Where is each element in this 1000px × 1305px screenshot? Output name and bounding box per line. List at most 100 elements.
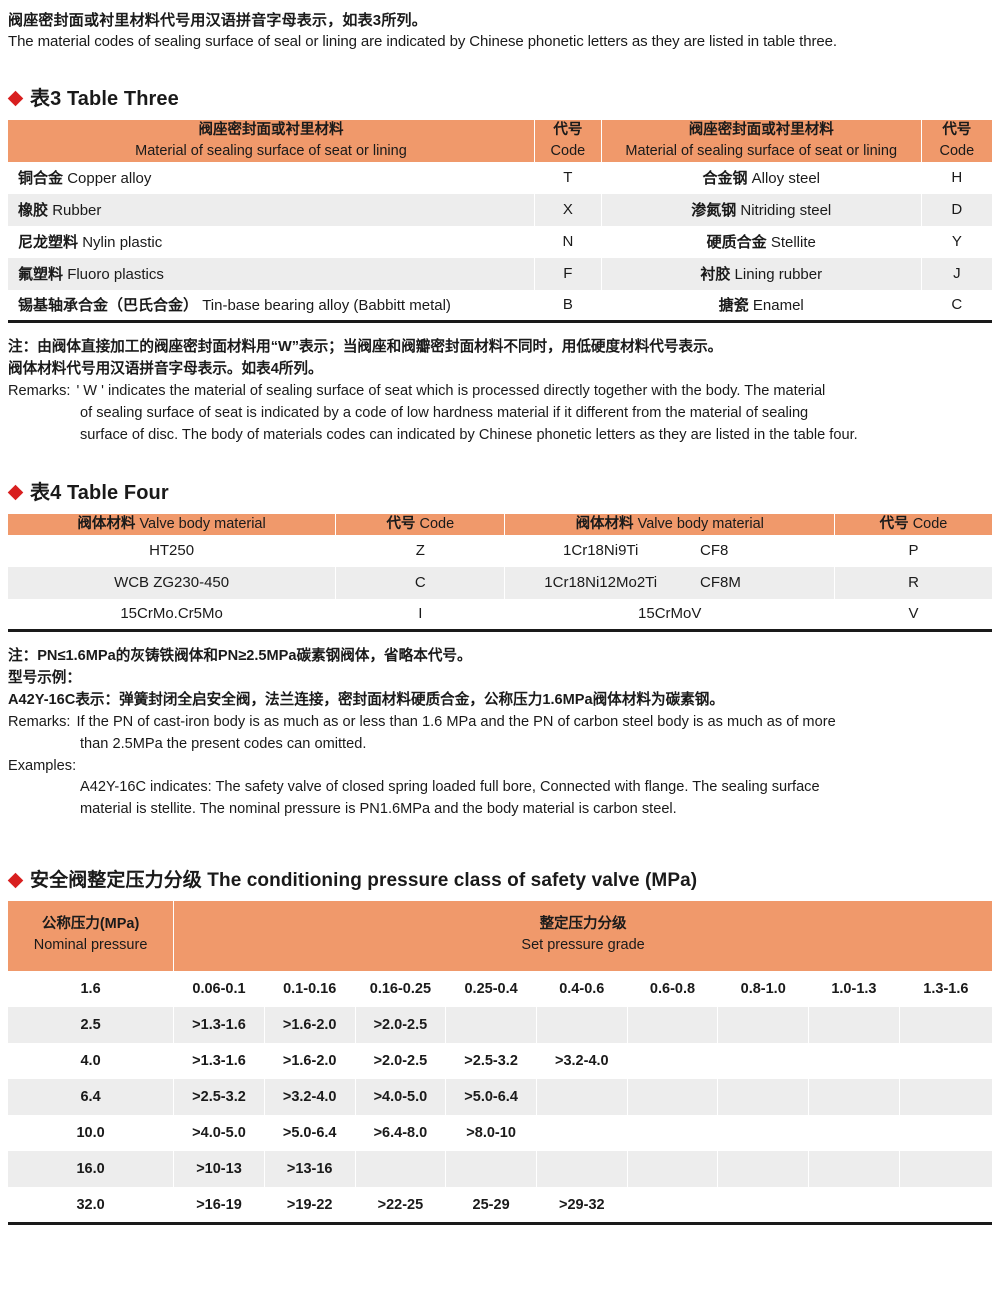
header-material-right-cn: 阀座密封面或衬里材料 [688,121,834,138]
cell-grade [808,1007,900,1044]
cell-grade: >10-13 [173,1151,265,1188]
header-code-right-en: Code [939,142,975,159]
remarks-four-example-cn: A42Y-16C表示：弹簧封闭全启安全阀，法兰连接，密封面材料硬质合金，公称压力… [8,691,724,708]
cell-code-right: H [951,169,963,187]
cell-material-right: 衬胶 Lining rubber [601,257,922,290]
cell-grade: >2.5-3.2 [445,1043,537,1080]
cell-grade [627,1187,719,1225]
pressure-header-row: 公称压力(MPa) Nominal pressure 整定压力分级 Set pr… [8,901,992,972]
remarks-three-cn-line1: 注：由阀体直接加工的阀座密封面材料用“W”表示；当阀座和阀瓣密封面材料不同时，用… [8,339,723,356]
remarks-table-three: 注：由阀体直接加工的阀座密封面材料用“W”表示；当阀座和阀瓣密封面材料不同时，用… [8,337,992,446]
table-four-heading-label: 表4 Table Four [30,481,169,504]
cell-body-material-right: 1Cr18Ni12Mo2Ti CF8M [504,566,836,599]
cell-grade [445,1151,537,1188]
table-row: 氟塑料 Fluoro plastics F 衬胶 Lining rubber J [8,257,992,290]
header-material-left: 阀座密封面或衬里材料 Material of sealing surface o… [8,119,535,162]
cell-code-left: B [534,289,602,324]
table-four: 阀体材料 Valve body material 代号 Code 阀体材料 Va… [8,513,992,633]
cell-body-material-right: 1Cr18Ni9Ti CF8 [504,534,836,567]
table-row: WCB ZG230-450 C 1Cr18Ni12Mo2Ti CF8M R [8,566,992,599]
cell-code-right: R [834,566,992,599]
cell-grade: >2.0-2.5 [355,1043,447,1080]
cell-code-left: F [534,257,602,290]
table-row: 铜合金 Copper alloy T 合金钢 Alloy steel H [8,161,992,194]
table-row: 32.0 >16-19 >19-22 >22-25 25-29 >29-32 [8,1187,992,1225]
cell-code-left: C [335,566,506,599]
cell-grade [808,1043,900,1080]
cell-nominal-pressure: 1.6 [8,971,175,1008]
cell-grade [899,1187,992,1225]
cell-grade: >4.0-5.0 [355,1079,447,1116]
pressure-class-table: 公称压力(MPa) Nominal pressure 整定压力分级 Set pr… [8,901,992,1225]
header-set-pressure-grade: 整定压力分级 Set pressure grade [173,901,992,972]
remarks-four-en-line1: If the PN of cast-iron body is as much a… [76,713,836,730]
header-code-left: 代号 Code [335,513,506,535]
cell-material-left: 橡胶 Rubber [8,193,535,226]
cell-grade [627,1151,719,1188]
cell-grade [899,1079,992,1116]
diamond-bullet-icon [7,90,24,107]
cell-grade: 0.6-0.8 [627,971,719,1008]
cell-material-left: 氟塑料 Fluoro plastics [8,257,535,290]
cell-grade: 0.4-0.6 [536,971,628,1008]
remarks-four-example-label-cn: 型号示例： [8,669,81,686]
cell-grade [717,1187,810,1225]
cell-grade [808,1079,900,1116]
cell-grade [717,1151,810,1188]
table-three-heading-label: 表3 Table Three [30,87,179,110]
cell-grade [717,1007,810,1044]
cell-grade: >22-25 [355,1187,447,1225]
cell-grade: >1.6-2.0 [264,1007,356,1044]
table-three-header-row: 阀座密封面或衬里材料 Material of sealing surface o… [8,119,992,162]
cell-grade [808,1115,900,1152]
header-material-left-en: Material of sealing surface of seat or l… [135,142,407,159]
header-code-left-en: Code [550,142,586,159]
cell-grade: 0.16-0.25 [355,971,447,1008]
cell-grade: >3.2-4.0 [264,1079,356,1116]
cell-grade: >2.0-2.5 [355,1007,447,1044]
cell-grade: >29-32 [536,1187,628,1225]
cell-code-right: P [908,542,919,560]
remarks-four-cn-note: 注：PN≤1.6MPa的灰铸铁阀体和PN≥2.5MPa碳素钢阀体，省略本代号。 [8,648,472,665]
header-nominal-en: Nominal pressure [33,937,148,954]
remarks-three-label: Remarks: [8,382,71,399]
table-row: HT250 Z 1Cr18Ni9Ti CF8 P [8,534,992,567]
cell-grade [627,1115,719,1152]
cell-grade [899,1043,992,1079]
cell-grade: >4.0-5.0 [173,1115,265,1152]
table-row: 16.0 >10-13 >13-16 [8,1151,992,1188]
cell-grade: >1.3-1.6 [173,1007,265,1044]
cell-body-material-left: 15CrMo.Cr5Mo [8,598,337,633]
remarks-table-four: 注：PN≤1.6MPa的灰铸铁阀体和PN≥2.5MPa碳素钢阀体，省略本代号。 … [8,646,992,821]
header-material-right-en: Material of sealing surface of seat or l… [625,142,898,159]
cell-grade: 1.3-1.6 [923,981,969,998]
header-nominal-cn: 公称压力(MPa) [41,916,140,933]
example-line1: A42Y-16C indicates: The safety valve of … [80,779,820,796]
cell-code-left: X [534,193,602,226]
diamond-bullet-icon [7,484,24,501]
cell-grade: >2.5-3.2 [173,1079,265,1116]
cell-nominal-pressure: 2.5 [8,1007,175,1044]
cell-nominal-pressure: 16.0 [8,1151,175,1188]
cell-grade [808,1187,900,1225]
table-row: 10.0 >4.0-5.0 >5.0-6.4 >6.4-8.0 >8.0-10 [8,1115,992,1152]
table-three-heading: 表3 Table Three [7,87,992,110]
table-row: 1.6 0.06-0.1 0.1-0.16 0.16-0.25 0.25-0.4… [8,971,992,1008]
header-code-right: 代号 Code [921,119,992,162]
cell-grade: >5.0-6.4 [445,1079,537,1116]
cell-grade [717,1043,810,1080]
cell-grade: >3.2-4.0 [536,1043,628,1080]
example-line2: material is stellite. The nominal pressu… [80,801,677,818]
remarks-four-label: Remarks: [8,713,71,730]
cell-nominal-pressure: 10.0 [8,1115,175,1152]
cell-code-left: N [534,225,602,258]
cell-grade [627,1007,719,1044]
cell-grade [536,1079,628,1116]
table-row: 锡基轴承合金（巴氏合金） Tin-base bearing alloy (Bab… [8,289,992,324]
cell-grade [536,1151,628,1188]
cell-nominal-pressure: 4.0 [8,1043,175,1080]
cell-material-right: 合金钢 Alloy steel [601,161,922,194]
cell-grade: 25-29 [445,1187,537,1225]
cell-grade [536,1115,628,1152]
